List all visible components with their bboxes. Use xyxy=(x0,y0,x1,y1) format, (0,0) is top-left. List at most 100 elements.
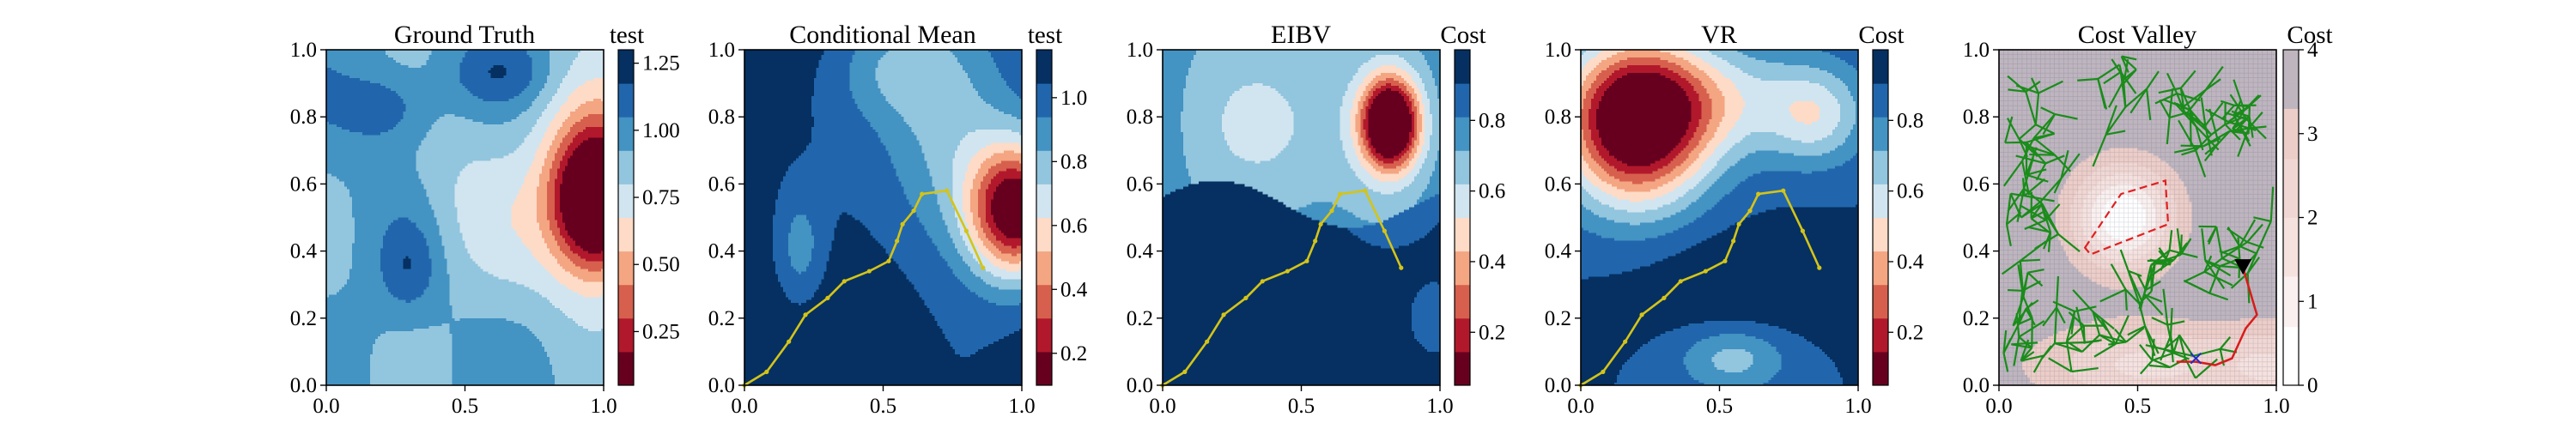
x-tick-label: 0.0 xyxy=(1567,395,1594,418)
panel-cost-valley: Cost Valley Cost 0.0 0.5 1.0 0.0 0.2 0.4 0.6 0.… xyxy=(1963,21,2333,418)
y-tick-label: 0.4 xyxy=(290,240,318,263)
x-tick-label: 0.0 xyxy=(1985,395,2012,418)
path-waypoint xyxy=(1623,339,1628,344)
x-tick-label: 1.0 xyxy=(590,395,617,418)
colorbar-level xyxy=(2283,251,2299,260)
colorbar-label: Cost xyxy=(2287,21,2332,49)
path-waypoint xyxy=(1678,279,1683,284)
colorbar-level xyxy=(2283,360,2299,369)
colorbar: 0.2 0.4 0.6 0.8 xyxy=(1454,49,1506,386)
colorbar-level xyxy=(2283,326,2299,335)
colorbar-tick-label: 2 xyxy=(2307,207,2318,230)
colorbar: 0.2 0.4 0.6 0.8 1.0 xyxy=(1036,49,1088,386)
heatmap-field xyxy=(326,50,604,385)
colorbar-level xyxy=(1873,351,1888,386)
colorbar-level xyxy=(2283,50,2299,59)
path-waypoint xyxy=(1304,258,1309,263)
colorbar-level xyxy=(2283,184,2299,193)
x-tick-label: 0.5 xyxy=(870,395,896,418)
x-tick-label: 0.5 xyxy=(1706,395,1733,418)
y-tick-label: 0.6 xyxy=(1545,172,1571,196)
path-waypoint xyxy=(1399,265,1404,270)
colorbar-tick-label: 0.8 xyxy=(1897,109,1923,132)
colorbar-level xyxy=(2283,293,2299,302)
path-waypoint xyxy=(1205,339,1210,344)
colorbar-level xyxy=(2283,117,2299,126)
path-waypoint xyxy=(764,369,769,374)
colorbar-tick-label: 0.2 xyxy=(1060,342,1087,366)
colorbar-level xyxy=(618,83,634,118)
colorbar-level xyxy=(1873,184,1888,218)
colorbar-tick-label: 0.6 xyxy=(1897,180,1923,203)
heatmap-field xyxy=(744,50,1022,385)
colorbar-level xyxy=(2283,166,2299,177)
colorbar-level xyxy=(1036,217,1052,252)
colorbar-level xyxy=(2283,159,2299,168)
path-waypoint xyxy=(886,258,891,263)
y-tick-label: 0.2 xyxy=(708,307,735,330)
x-tick-label: 1.0 xyxy=(2263,395,2289,418)
y-tick-label: 0.6 xyxy=(1127,172,1153,196)
colorbar-level xyxy=(1455,217,1470,252)
colorbar-level xyxy=(2283,108,2299,118)
colorbar-level xyxy=(2283,133,2299,143)
path-waypoint xyxy=(1817,265,1822,270)
colorbar-level xyxy=(2283,242,2299,252)
path-waypoint xyxy=(1285,269,1290,274)
y-tick-label: 0.4 xyxy=(1963,240,1990,263)
colorbar-level xyxy=(618,150,634,184)
y-tick-label: 0.8 xyxy=(1963,106,1990,129)
colorbar-tick-label: 0.6 xyxy=(1060,214,1087,238)
colorbar-level xyxy=(1873,50,1888,84)
colorbar-level xyxy=(1036,50,1052,84)
path-waypoint xyxy=(1329,208,1334,214)
path-waypoint xyxy=(825,295,830,300)
colorbar-level xyxy=(1036,317,1052,353)
path-waypoint xyxy=(1338,191,1343,196)
path-waypoint xyxy=(1747,208,1753,214)
panel-vr: VR Cost 0.0 0.5 1.00.00.20.40.60.81.00.20.… xyxy=(1545,21,1924,418)
y-tick-label: 1.0 xyxy=(1545,39,1571,62)
colorbar-level xyxy=(2283,66,2299,76)
colorbar-tick-label: 1.00 xyxy=(642,119,680,142)
colorbar-tick-label: 0.75 xyxy=(642,186,680,209)
colorbar-level xyxy=(1455,284,1470,319)
colorbar-tick-label: 4 xyxy=(2307,39,2318,62)
colorbar-level xyxy=(1036,184,1052,218)
path-waypoint xyxy=(1243,295,1249,300)
colorbar-tick-label: 0.6 xyxy=(1479,180,1505,203)
colorbar-level xyxy=(618,217,634,252)
colorbar: 0 1 2 3 4 xyxy=(2282,39,2318,397)
colorbar-level xyxy=(2283,83,2299,93)
colorbar-tick-label: 1 xyxy=(2307,290,2318,313)
colorbar-level xyxy=(618,50,634,84)
y-tick-label: 0.8 xyxy=(290,106,317,129)
colorbar-level xyxy=(2283,259,2299,269)
path-waypoint xyxy=(911,208,916,214)
path-waypoint xyxy=(1722,258,1728,263)
colorbar-level xyxy=(1873,117,1888,151)
path-waypoint xyxy=(1736,221,1741,227)
y-tick-label: 0.4 xyxy=(1127,240,1154,263)
colorbar-label: Cost xyxy=(1440,21,1485,49)
path-waypoint xyxy=(1363,188,1368,193)
y-tick-label: 0.4 xyxy=(1545,240,1572,263)
colorbar-level xyxy=(2283,275,2299,286)
colorbar-level xyxy=(1036,351,1052,386)
colorbar-tick-label: 0.8 xyxy=(1060,150,1087,173)
path-waypoint xyxy=(895,239,900,244)
path-waypoint xyxy=(920,191,925,196)
colorbar-tick-label: 1.0 xyxy=(1060,87,1087,110)
path-waypoint xyxy=(963,228,969,233)
path-waypoint xyxy=(1731,239,1736,244)
x-tick-label: 0.0 xyxy=(313,395,339,418)
y-tick-label: 0.0 xyxy=(708,374,735,397)
heatmap-field xyxy=(1163,50,1440,385)
path-waypoint xyxy=(1221,312,1226,317)
y-tick-label: 1.0 xyxy=(290,39,317,62)
colorbar-level xyxy=(2283,301,2299,311)
path-waypoint xyxy=(787,339,792,344)
colorbar-tick-label: 0.8 xyxy=(1479,109,1505,132)
colorbar: 0.2 0.4 0.6 0.8 xyxy=(1872,49,1924,386)
